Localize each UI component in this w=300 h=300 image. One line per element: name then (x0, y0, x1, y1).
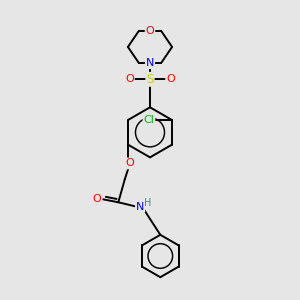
Text: N: N (136, 202, 144, 212)
Text: O: O (146, 26, 154, 36)
Text: S: S (146, 73, 154, 86)
Text: O: O (166, 74, 175, 84)
Text: N: N (146, 58, 154, 68)
Text: H: H (144, 198, 152, 208)
Text: O: O (125, 158, 134, 168)
Text: O: O (125, 74, 134, 84)
Text: Cl: Cl (144, 115, 154, 125)
Text: O: O (93, 194, 101, 204)
